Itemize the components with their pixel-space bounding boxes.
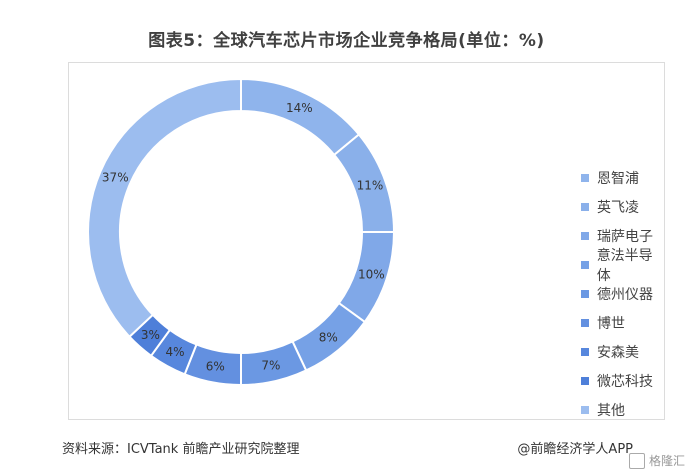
slice-value-label: 37% [102,171,129,185]
legend-swatch [581,202,589,211]
legend-item: 英飞凌 [581,192,664,221]
legend-item: 博世 [581,308,664,337]
legend-label: 微芯科技 [597,373,653,390]
donut-slice-labels: 14% 11% 10% 8% 7% 6% 4% 3% 37% [102,101,385,374]
slice-value-label: 6% [206,360,225,374]
slice-value-label: 3% [141,328,160,342]
legend-item: 意法半导体 [581,248,664,284]
corner-logo: 格隆汇 [628,452,685,469]
legend-item: 微芯科技 [581,366,664,395]
slice-value-label: 10% [358,267,385,281]
legend-swatch [581,347,589,356]
legend-item: 瑞萨电子 [581,221,664,250]
corner-logo-text: 格隆汇 [648,454,685,468]
slice-value-label: 11% [357,179,384,193]
donut-slices [87,77,396,387]
legend-item: 德州仪器 [581,279,664,308]
legend-swatch [581,231,589,240]
chart-panel: 14% 11% 10% 8% 7% 6% 4% 3% 37% 恩智浦英飞凌瑞萨电子意法半导体德州… [68,62,665,420]
slice-value-label: 7% [261,359,280,373]
legend-swatch [581,318,589,327]
slice-value-label: 8% [319,331,338,345]
source-note: 资料来源：ICVTank 前瞻产业研究院整理 [62,442,300,457]
chart-legend: 恩智浦英飞凌瑞萨电子意法半导体德州仪器博世安森美微芯科技其他 [581,163,664,424]
legend-label: 瑞萨电子 [597,228,653,245]
legend-label: 英飞凌 [597,199,639,216]
legend-label: 博世 [597,315,625,332]
legend-swatch [581,405,589,414]
slice-value-label: 14% [286,101,313,115]
legend-label: 安森美 [597,344,639,361]
legend-item: 安森美 [581,337,664,366]
donut-chart: 14% 11% 10% 8% 7% 6% 4% 3% 37% [87,77,396,387]
legend-swatch [581,260,589,269]
logo-mark-icon [628,452,645,469]
legend-item: 恩智浦 [581,163,664,192]
chart-title: 图表5：全球汽车芯片市场企业竞争格局(单位：%) [148,31,545,51]
legend-swatch [581,289,589,298]
legend-label: 德州仪器 [597,286,653,303]
legend-label: 意法半导体 [596,247,653,284]
legend-label: 恩智浦 [597,170,639,187]
legend-label: 其他 [597,402,625,419]
credit-note: @前瞻经济学人APP [517,442,633,457]
legend-swatch [581,376,589,385]
donut-slice-9 [87,77,242,339]
donut-slice-1 [240,77,361,157]
legend-item: 其他 [581,395,664,424]
legend-swatch [581,173,589,182]
slice-value-label: 4% [165,345,184,359]
